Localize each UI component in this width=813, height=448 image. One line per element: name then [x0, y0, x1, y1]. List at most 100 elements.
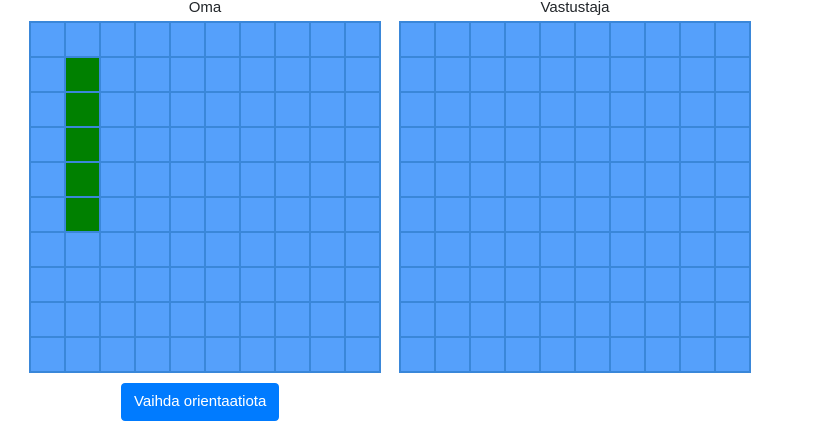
- opponent-grid-cell[interactable]: [715, 197, 750, 232]
- own-grid-cell[interactable]: [170, 162, 205, 197]
- own-grid-cell[interactable]: [310, 232, 345, 267]
- opponent-grid-cell[interactable]: [575, 302, 610, 337]
- opponent-grid-cell[interactable]: [680, 57, 715, 92]
- own-grid-cell[interactable]: [100, 337, 135, 372]
- own-grid-cell[interactable]: [205, 162, 240, 197]
- opponent-grid-cell[interactable]: [680, 302, 715, 337]
- own-grid-cell[interactable]: [205, 92, 240, 127]
- own-grid-cell[interactable]: [310, 127, 345, 162]
- own-grid-cell[interactable]: [310, 302, 345, 337]
- own-grid-cell[interactable]: [275, 57, 310, 92]
- own-grid-cell[interactable]: [310, 267, 345, 302]
- own-grid-cell[interactable]: [135, 267, 170, 302]
- opponent-grid-cell[interactable]: [470, 22, 505, 57]
- opponent-grid-cell[interactable]: [540, 162, 575, 197]
- own-grid-cell[interactable]: [240, 232, 275, 267]
- opponent-grid-cell[interactable]: [400, 197, 435, 232]
- own-grid-cell[interactable]: [170, 232, 205, 267]
- own-grid-cell[interactable]: [170, 127, 205, 162]
- opponent-grid-cell[interactable]: [435, 127, 470, 162]
- opponent-grid-cell[interactable]: [505, 302, 540, 337]
- own-grid-cell[interactable]: [170, 267, 205, 302]
- opponent-grid-cell[interactable]: [575, 337, 610, 372]
- own-grid-cell[interactable]: [170, 92, 205, 127]
- own-grid-cell[interactable]: [135, 302, 170, 337]
- own-grid-cell[interactable]: [205, 22, 240, 57]
- opponent-grid-cell[interactable]: [645, 22, 680, 57]
- opponent-grid-cell[interactable]: [505, 267, 540, 302]
- opponent-grid-cell[interactable]: [435, 232, 470, 267]
- opponent-grid-cell[interactable]: [435, 162, 470, 197]
- opponent-grid-cell[interactable]: [505, 127, 540, 162]
- opponent-grid-cell[interactable]: [540, 92, 575, 127]
- opponent-grid-cell[interactable]: [715, 22, 750, 57]
- own-grid-cell[interactable]: [345, 92, 380, 127]
- opponent-grid-cell[interactable]: [645, 197, 680, 232]
- opponent-grid-cell[interactable]: [575, 197, 610, 232]
- opponent-grid-cell[interactable]: [400, 22, 435, 57]
- opponent-grid-cell[interactable]: [610, 302, 645, 337]
- opponent-grid-cell[interactable]: [435, 57, 470, 92]
- own-grid-cell[interactable]: [30, 267, 65, 302]
- own-grid-cell[interactable]: [240, 302, 275, 337]
- opponent-grid-cell[interactable]: [470, 197, 505, 232]
- own-ship-cell[interactable]: [65, 127, 100, 162]
- own-grid-cell[interactable]: [310, 92, 345, 127]
- opponent-grid-cell[interactable]: [575, 162, 610, 197]
- own-grid-cell[interactable]: [345, 162, 380, 197]
- own-grid-cell[interactable]: [205, 232, 240, 267]
- own-grid-cell[interactable]: [30, 337, 65, 372]
- own-grid-cell[interactable]: [345, 22, 380, 57]
- opponent-grid-cell[interactable]: [680, 92, 715, 127]
- opponent-grid-cell[interactable]: [540, 232, 575, 267]
- own-grid-cell[interactable]: [240, 92, 275, 127]
- own-grid-cell[interactable]: [205, 267, 240, 302]
- own-grid-cell[interactable]: [135, 162, 170, 197]
- opponent-grid-cell[interactable]: [540, 197, 575, 232]
- own-grid-cell[interactable]: [30, 302, 65, 337]
- opponent-grid-cell[interactable]: [610, 127, 645, 162]
- own-grid-cell[interactable]: [135, 197, 170, 232]
- own-grid-cell[interactable]: [100, 232, 135, 267]
- opponent-grid-cell[interactable]: [540, 22, 575, 57]
- opponent-grid-cell[interactable]: [540, 302, 575, 337]
- opponent-grid-cell[interactable]: [540, 337, 575, 372]
- opponent-grid-cell[interactable]: [470, 127, 505, 162]
- own-ship-cell[interactable]: [65, 92, 100, 127]
- opponent-grid-cell[interactable]: [645, 267, 680, 302]
- own-grid-cell[interactable]: [100, 302, 135, 337]
- opponent-grid-cell[interactable]: [435, 92, 470, 127]
- opponent-grid-cell[interactable]: [680, 267, 715, 302]
- own-grid-cell[interactable]: [135, 337, 170, 372]
- own-grid-cell[interactable]: [135, 57, 170, 92]
- opponent-grid-cell[interactable]: [505, 92, 540, 127]
- opponent-grid-cell[interactable]: [680, 232, 715, 267]
- own-grid-cell[interactable]: [275, 232, 310, 267]
- opponent-grid-cell[interactable]: [645, 232, 680, 267]
- opponent-grid-cell[interactable]: [400, 127, 435, 162]
- own-grid-cell[interactable]: [170, 337, 205, 372]
- opponent-grid-cell[interactable]: [505, 232, 540, 267]
- own-grid-cell[interactable]: [345, 337, 380, 372]
- opponent-grid-cell[interactable]: [575, 232, 610, 267]
- own-grid-cell[interactable]: [345, 57, 380, 92]
- own-grid-cell[interactable]: [65, 337, 100, 372]
- own-grid-cell[interactable]: [30, 57, 65, 92]
- opponent-grid-cell[interactable]: [540, 267, 575, 302]
- opponent-grid-cell[interactable]: [400, 337, 435, 372]
- opponent-grid-cell[interactable]: [505, 57, 540, 92]
- own-grid-cell[interactable]: [135, 22, 170, 57]
- opponent-grid-cell[interactable]: [470, 267, 505, 302]
- own-grid-cell[interactable]: [275, 22, 310, 57]
- opponent-grid-cell[interactable]: [505, 197, 540, 232]
- opponent-grid-cell[interactable]: [435, 267, 470, 302]
- opponent-grid-cell[interactable]: [610, 162, 645, 197]
- own-grid-cell[interactable]: [275, 127, 310, 162]
- own-grid-cell[interactable]: [240, 22, 275, 57]
- opponent-grid-cell[interactable]: [610, 337, 645, 372]
- own-grid-cell[interactable]: [30, 197, 65, 232]
- opponent-grid-cell[interactable]: [400, 162, 435, 197]
- own-grid-cell[interactable]: [310, 197, 345, 232]
- opponent-grid-cell[interactable]: [575, 267, 610, 302]
- opponent-grid-cell[interactable]: [715, 57, 750, 92]
